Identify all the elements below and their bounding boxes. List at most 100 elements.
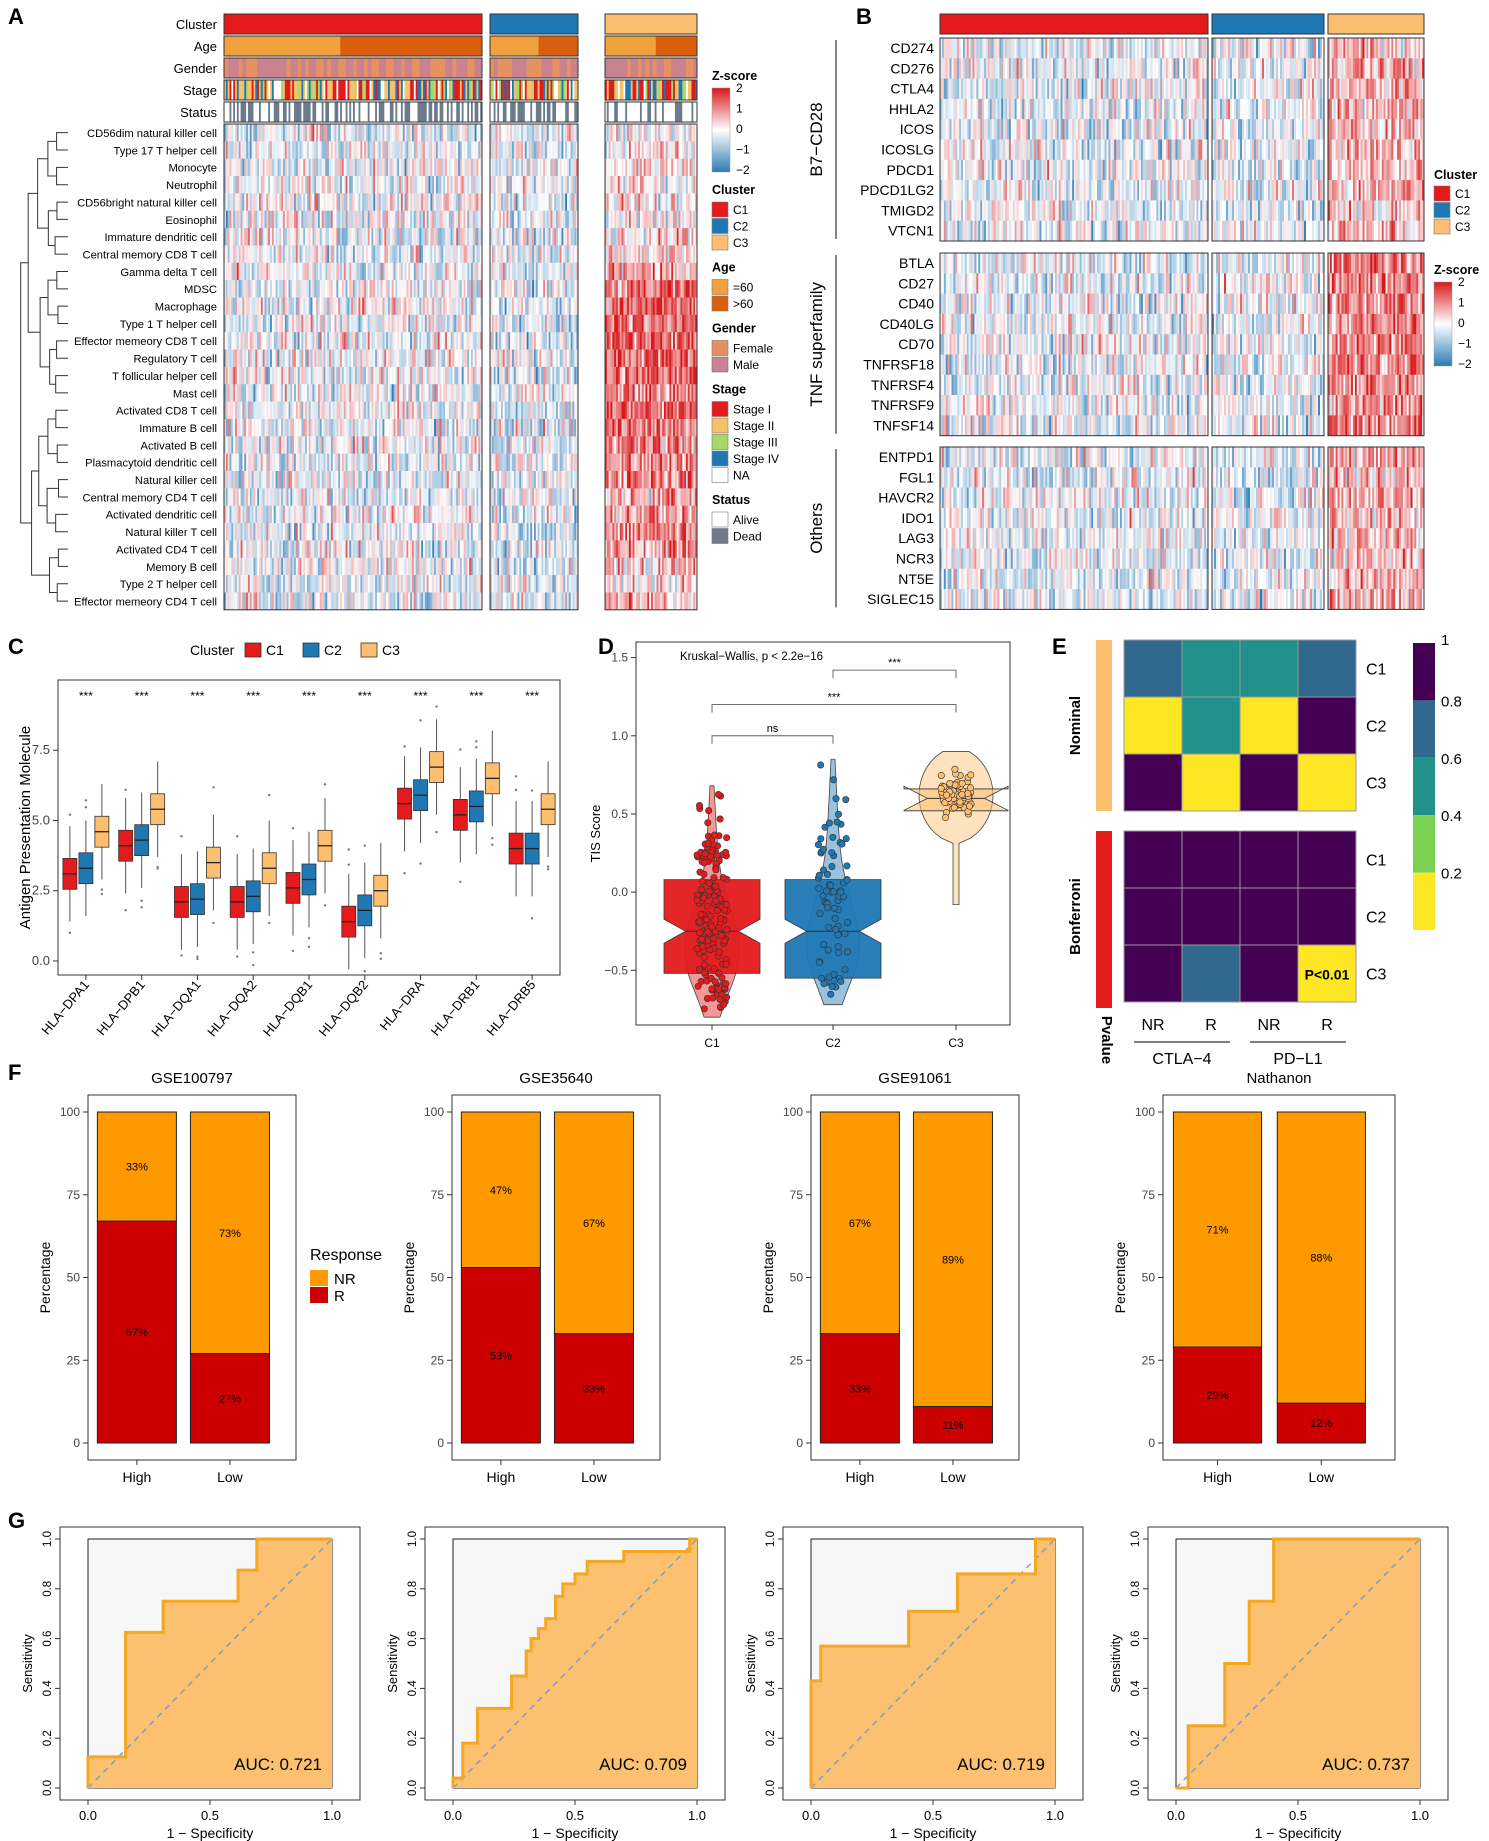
heatmap-a-cell bbox=[445, 280, 448, 298]
heatmap-a-cell bbox=[437, 366, 440, 385]
heatmap-a-cell bbox=[257, 401, 260, 420]
heatmap-a-cell bbox=[290, 124, 293, 142]
stage-annotation-cell bbox=[643, 80, 646, 100]
heatmap-a-cell bbox=[321, 366, 324, 385]
heatmap-a-cell bbox=[619, 297, 622, 316]
heatmap-a-cell bbox=[490, 349, 493, 368]
heatmap-a-cell bbox=[574, 280, 577, 298]
heatmap-a-cell bbox=[530, 210, 533, 229]
heatmap-a-cell bbox=[552, 210, 555, 229]
heatmap-a-cell bbox=[459, 193, 463, 212]
heatmap-a-cell bbox=[354, 228, 357, 246]
heatmap-a-cell bbox=[362, 280, 365, 298]
heatmap-a-cell bbox=[537, 210, 540, 229]
heatmap-a-cell bbox=[242, 193, 245, 212]
heatmap-a-cell bbox=[305, 418, 308, 437]
stage-annotation-cell bbox=[570, 80, 573, 100]
heatmap-a-cell bbox=[402, 176, 405, 194]
heatmap-a-cell bbox=[689, 158, 692, 177]
heatmap-a-cell bbox=[393, 366, 396, 385]
heatmap-a-cell bbox=[432, 332, 435, 350]
heatmap-a-cell bbox=[501, 228, 504, 246]
heatmap-a-cell bbox=[406, 349, 409, 368]
heatmap-a-cell bbox=[680, 297, 683, 316]
heatmap-a-cell bbox=[669, 245, 672, 264]
heatmap-a-cell bbox=[378, 401, 381, 420]
heatmap-a-cell bbox=[627, 366, 630, 385]
heatmap-a-cell bbox=[411, 297, 415, 316]
heatmap-a-cell bbox=[421, 401, 424, 420]
heatmap-a-cell bbox=[458, 262, 461, 281]
heatmap-a-cell bbox=[469, 228, 472, 246]
heatmap-a-cell bbox=[669, 366, 672, 385]
heatmap-a-cell bbox=[388, 366, 391, 385]
heatmap-a-cell bbox=[225, 401, 228, 420]
heatmap-a-cell bbox=[524, 401, 527, 420]
status-annotation-cell bbox=[330, 102, 334, 122]
heatmap-a-cell bbox=[238, 124, 241, 142]
heatmap-a-cell bbox=[616, 193, 619, 212]
heatmap-a-cell bbox=[469, 297, 472, 316]
heatmap-a-cell bbox=[402, 314, 405, 333]
heatmap-a-cell bbox=[393, 297, 396, 316]
heatmap-a-cell bbox=[463, 280, 466, 298]
heatmap-a-cell bbox=[319, 158, 322, 177]
heatmap-a-cell bbox=[281, 384, 284, 402]
heatmap-a-cell bbox=[552, 332, 555, 350]
heatmap-a-cell bbox=[277, 210, 280, 229]
heatmap-a-cell bbox=[687, 280, 690, 298]
heatmap-a-cell bbox=[612, 245, 615, 264]
heatmap-a-cell bbox=[231, 262, 234, 281]
heatmap-a-cell bbox=[270, 436, 273, 454]
heatmap-a-cell bbox=[236, 210, 240, 229]
heatmap-a-cell bbox=[419, 314, 422, 333]
heatmap-a-cell bbox=[660, 418, 663, 437]
heatmap-a-cell bbox=[336, 262, 339, 281]
heatmap-a-cell bbox=[474, 176, 477, 194]
heatmap-a-cell bbox=[288, 314, 291, 333]
heatmap-a-cell bbox=[236, 280, 240, 298]
heatmap-a-cell bbox=[314, 141, 317, 159]
heatmap-a-cell bbox=[658, 401, 661, 420]
heatmap-a-cell bbox=[643, 366, 646, 385]
heatmap-a-cell bbox=[251, 297, 254, 316]
status-annotation-cell bbox=[567, 102, 570, 122]
heatmap-a-cell bbox=[264, 384, 267, 402]
heatmap-a-cell bbox=[244, 158, 247, 177]
heatmap-a-cell bbox=[606, 384, 609, 402]
heatmap-a-cell bbox=[317, 158, 321, 177]
heatmap-a-cell bbox=[691, 297, 694, 316]
heatmap-a-cell bbox=[662, 401, 665, 420]
heatmap-a-cell bbox=[463, 384, 466, 402]
heatmap-a-cell bbox=[301, 332, 304, 350]
heatmap-a-cell bbox=[658, 280, 661, 298]
heatmap-a-cell bbox=[456, 124, 459, 142]
heatmap-a-cell bbox=[373, 332, 376, 350]
heatmap-a-cell bbox=[275, 158, 278, 177]
heatmap-a-cell bbox=[373, 124, 376, 142]
stage-annotation-cell bbox=[426, 80, 429, 100]
heatmap-a-cell bbox=[406, 245, 409, 264]
heatmap-a-cell bbox=[251, 314, 254, 333]
heatmap-a-cell bbox=[336, 349, 339, 368]
stage-annotation-cell bbox=[229, 80, 232, 100]
heatmap-a-cell bbox=[388, 332, 391, 350]
heatmap-a-cell bbox=[570, 210, 573, 229]
heatmap-a-cell bbox=[406, 228, 409, 246]
heatmap-a-cell bbox=[658, 297, 661, 316]
heatmap-a-cell bbox=[478, 384, 481, 402]
heatmap-a-cell bbox=[625, 418, 628, 437]
heatmap-a-cell bbox=[537, 141, 540, 159]
heatmap-a-cell bbox=[404, 280, 407, 298]
heatmap-a-cell bbox=[448, 280, 451, 298]
heatmap-a-cell bbox=[279, 262, 282, 281]
heatmap-a-cell bbox=[612, 314, 615, 333]
gender-annotation-cell bbox=[253, 58, 258, 78]
heatmap-a-cell bbox=[662, 124, 665, 142]
heatmap-a-cell bbox=[305, 401, 308, 420]
heatmap-a-cell bbox=[231, 418, 234, 437]
heatmap-a-cell bbox=[240, 297, 243, 316]
heatmap-a-cell bbox=[410, 349, 413, 368]
heatmap-a-cell bbox=[240, 418, 243, 437]
heatmap-a-cell bbox=[423, 228, 426, 246]
